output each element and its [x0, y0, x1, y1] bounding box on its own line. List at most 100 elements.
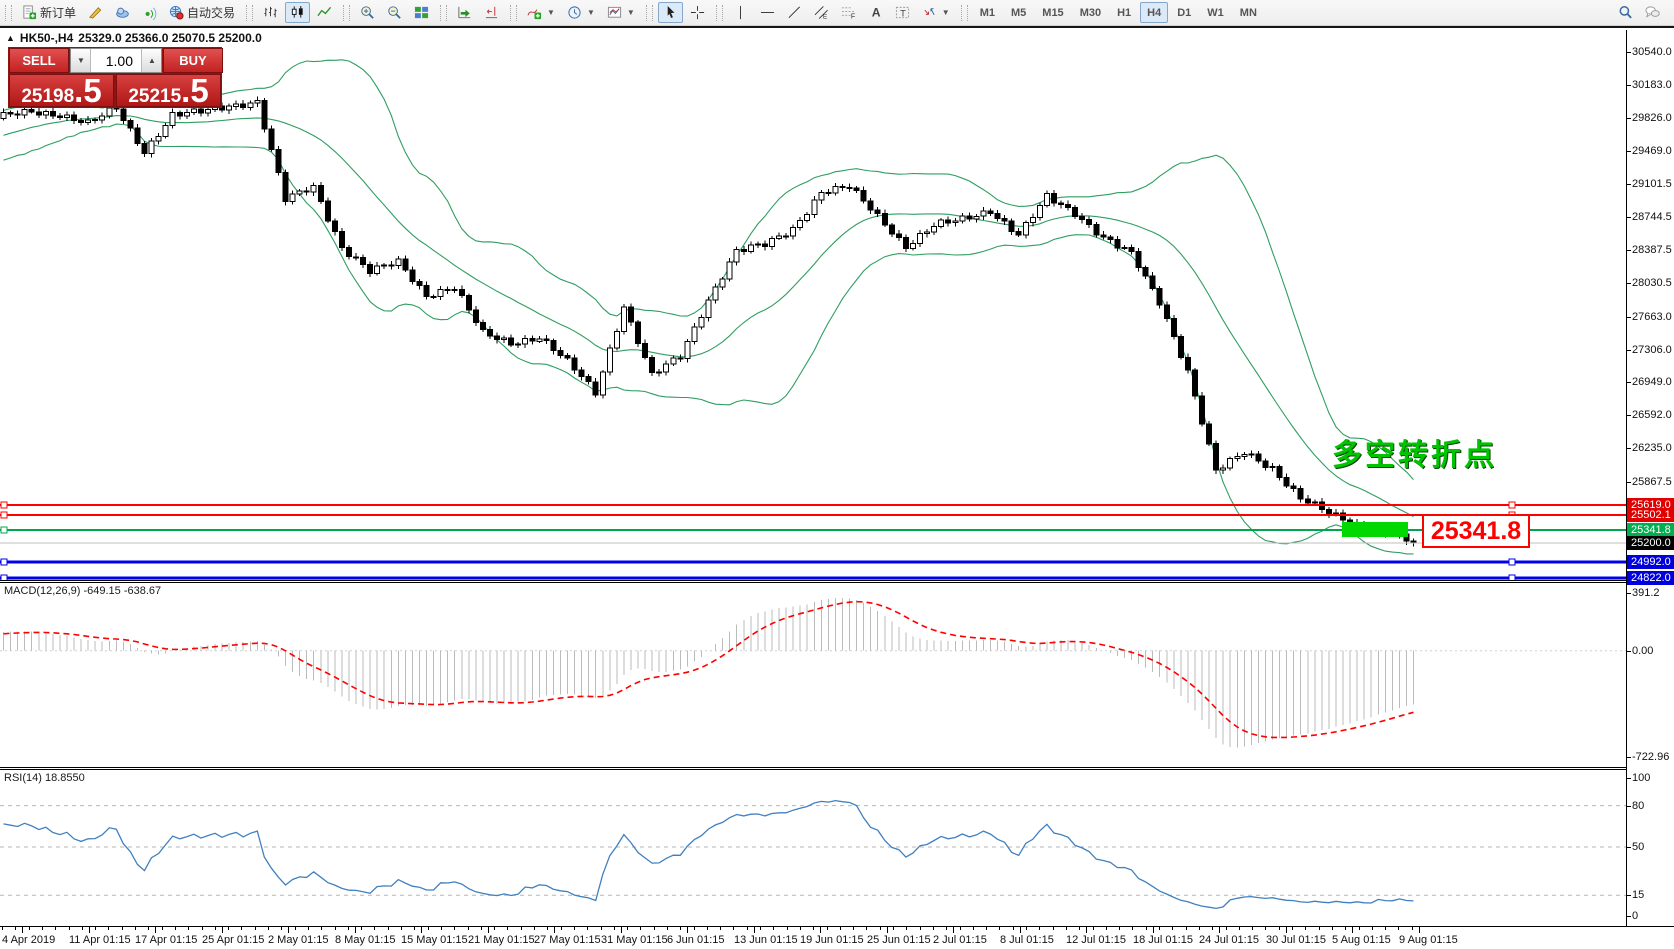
- price-level-line[interactable]: [0, 511, 1626, 519]
- tile-windows-button[interactable]: [409, 2, 434, 23]
- price-axis[interactable]: 30540.0 30183.0 29826.0 29469.0 29101.5 28744…: [1626, 30, 1674, 926]
- price-level-line[interactable]: [0, 558, 1626, 566]
- time-tick: [441, 927, 442, 930]
- chat-icon: [1645, 6, 1660, 18]
- fibonacci-button[interactable]: F: [836, 2, 861, 23]
- time-axis-label: 8 Jul 01:15: [1000, 934, 1054, 946]
- chart-shift-button[interactable]: [479, 2, 504, 23]
- text-label-button[interactable]: T: [890, 2, 915, 23]
- axis-tick: [1627, 415, 1631, 416]
- time-tick: [1412, 927, 1413, 930]
- panel-separator[interactable]: [0, 767, 1674, 770]
- time-tick: [348, 927, 349, 930]
- volume-decrease-button[interactable]: ▼: [71, 49, 91, 72]
- crosshair-button[interactable]: [685, 2, 710, 23]
- candlestick-chart-button[interactable]: [285, 2, 311, 23]
- time-tick: [135, 927, 136, 930]
- time-tick: [866, 927, 867, 930]
- equidistant-channel-button[interactable]: E: [809, 2, 834, 23]
- dropdown-caret-icon[interactable]: ▼: [586, 8, 595, 17]
- time-tick-major: [421, 927, 422, 933]
- hline-icon: [760, 12, 774, 13]
- signals-button[interactable]: [137, 2, 162, 23]
- periods-button[interactable]: ▼: [562, 2, 600, 23]
- collapse-arrow-icon[interactable]: ▲: [6, 33, 15, 43]
- timeframe-w1-button[interactable]: W1: [1200, 2, 1231, 23]
- zoom-out-button[interactable]: [382, 2, 407, 23]
- timeframe-m30-button[interactable]: M30: [1073, 2, 1108, 23]
- time-tick: [813, 927, 814, 930]
- virtual-hosting-button[interactable]: [110, 2, 135, 23]
- time-axis-label: 2 May 01:15: [268, 934, 329, 946]
- time-tick-major: [1419, 927, 1420, 933]
- price-level-line[interactable]: [0, 574, 1626, 580]
- bar-chart-button[interactable]: [258, 2, 283, 23]
- buy-price-button[interactable]: 25215 .5: [116, 74, 221, 107]
- axis-tick: [1627, 482, 1631, 483]
- time-axis[interactable]: 4 Apr 2019 11 Apr 01:15 17 Apr 01:15 25 Apr…: [0, 926, 1674, 949]
- indicators-button[interactable]: ▼: [522, 2, 560, 23]
- volume-increase-button[interactable]: ▲: [141, 49, 161, 72]
- line-chart-button[interactable]: [312, 2, 337, 23]
- arrows-icon: [924, 8, 935, 16]
- time-tick: [414, 927, 415, 930]
- time-tick: [494, 927, 495, 930]
- time-tick: [1119, 927, 1120, 930]
- chat-button[interactable]: [1640, 2, 1665, 23]
- chart-info-line: ▲ HK50-,H4 25329.0 25366.0 25070.5 25200…: [6, 31, 262, 45]
- symbol-period: HK50-,H4: [19, 31, 74, 45]
- time-tick: [268, 927, 269, 930]
- new-order-button[interactable]: 新订单: [17, 2, 81, 23]
- price-tick-label: 28744.5: [1632, 211, 1672, 223]
- toolbar-grip: [510, 4, 518, 21]
- time-tick: [1265, 927, 1266, 930]
- timeframe-h1-button[interactable]: H1: [1110, 2, 1138, 23]
- toolbar-grip: [715, 4, 723, 21]
- auto-scroll-button[interactable]: [452, 2, 477, 23]
- timeframe-h4-button[interactable]: H4: [1140, 2, 1169, 23]
- metaeditor-button[interactable]: [83, 2, 108, 23]
- time-tick: [82, 927, 83, 930]
- macd-plot[interactable]: [0, 583, 1626, 767]
- timeframe-mn-button[interactable]: MN: [1233, 2, 1264, 23]
- trendline-button[interactable]: [782, 2, 807, 23]
- cursor-button[interactable]: [657, 2, 683, 23]
- toolbar-grip: [5, 4, 12, 21]
- rsi-plot[interactable]: [0, 770, 1626, 926]
- time-tick: [1239, 927, 1240, 930]
- sell-price-button[interactable]: 25198 .5: [9, 74, 114, 107]
- time-tick-major: [621, 927, 622, 933]
- arrows-button[interactable]: ▼: [917, 2, 955, 23]
- dropdown-caret-icon[interactable]: ▼: [626, 8, 635, 17]
- panel-separator[interactable]: [0, 580, 1674, 583]
- zoom-in-button[interactable]: [355, 2, 380, 23]
- dropdown-caret-icon[interactable]: ▼: [941, 8, 950, 17]
- buy-button[interactable]: BUY: [163, 48, 223, 73]
- axis-tick: [1627, 847, 1631, 848]
- highlight-rect[interactable]: [1342, 522, 1408, 537]
- timeframe-m1-button[interactable]: M1: [973, 2, 1002, 23]
- chart-window[interactable]: 30540.0 30183.0 29826.0 29469.0 29101.5 28744…: [0, 26, 1674, 949]
- signal-icon: [145, 7, 157, 20]
- vertical-line-button[interactable]: [728, 2, 753, 23]
- text-button[interactable]: A: [863, 2, 888, 23]
- timeframe-d1-button[interactable]: D1: [1170, 2, 1198, 23]
- time-tick: [920, 927, 921, 930]
- dropdown-caret-icon[interactable]: ▼: [547, 8, 555, 17]
- main-chart-plot[interactable]: [0, 30, 1626, 580]
- autotrading-button[interactable]: 自动交易: [164, 2, 240, 23]
- sell-button[interactable]: SELL: [9, 48, 69, 73]
- volume-input[interactable]: [91, 49, 141, 72]
- axis-tick: [1627, 778, 1631, 779]
- templates-button[interactable]: ▼: [602, 2, 640, 23]
- timeframe-m15-button[interactable]: M15: [1035, 2, 1070, 23]
- time-tick: [388, 927, 389, 930]
- time-tick-major: [1286, 927, 1287, 933]
- price-tick-label: 29826.0: [1632, 112, 1672, 124]
- ohlc-values: 25329.0 25366.0 25070.5 25200.0: [78, 31, 262, 45]
- horizontal-line-button[interactable]: [755, 2, 780, 23]
- search-button[interactable]: [1613, 2, 1638, 23]
- time-tick: [321, 927, 322, 930]
- timeframe-m5-button[interactable]: M5: [1004, 2, 1033, 23]
- price-level-line[interactable]: [0, 501, 1626, 509]
